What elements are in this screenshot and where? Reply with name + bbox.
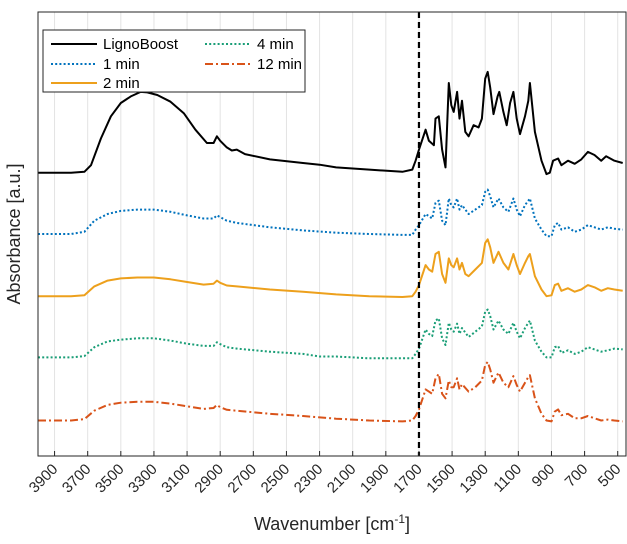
y-axis-label: Absorbance [a.u.] [4, 163, 24, 304]
x-tick-label-3700: 3700 [59, 461, 95, 497]
series-line-0 [38, 70, 623, 176]
series-line-2 [38, 238, 623, 298]
legend: LignoBoost 1 min 2 min 4 min 12 min [42, 29, 306, 93]
x-tick-label-900: 900 [529, 461, 559, 491]
x-tick-label-2300: 2300 [291, 461, 327, 497]
legend-label-2: 2 min [103, 75, 140, 92]
x-tick-label-700: 700 [562, 461, 592, 491]
legend-box [42, 29, 306, 93]
legend-label-4: 12 min [257, 56, 302, 73]
x-tick-label-2500: 2500 [258, 461, 294, 497]
x-axis-label-end: ] [405, 514, 410, 534]
x-tick-label-500: 500 [595, 461, 625, 491]
x-tick-label-3300: 3300 [125, 461, 161, 497]
x-tick-label-1700: 1700 [390, 461, 426, 497]
legend-label-3: 4 min [257, 36, 294, 53]
x-tick-label-1500: 1500 [423, 461, 459, 497]
series-line-4 [38, 360, 623, 423]
series-layer [38, 70, 623, 423]
x-tick-label-1900: 1900 [357, 461, 393, 497]
plot-frame [37, 11, 627, 457]
x-tick-label-3500: 3500 [92, 461, 128, 497]
x-axis-label: Wavenumber [cm-1] [254, 512, 410, 534]
x-tick-label-3100: 3100 [158, 461, 194, 497]
x-tick-layer: 3900370035003300310029002700250023002100… [26, 451, 625, 496]
x-tick-label-1100: 1100 [490, 461, 525, 496]
x-tick-label-2900: 2900 [191, 461, 227, 497]
x-axis-label-superscript: -1 [394, 512, 405, 526]
series-line-1 [38, 188, 623, 238]
legend-label-1: 1 min [103, 56, 140, 73]
x-tick-label-3900: 3900 [26, 461, 62, 497]
series-line-3 [38, 308, 623, 360]
x-tick-label-1300: 1300 [456, 461, 492, 497]
legend-label-0: LignoBoost [103, 36, 179, 53]
x-tick-label-2700: 2700 [225, 461, 261, 497]
x-tick-label-2100: 2100 [324, 461, 360, 497]
x-axis-label-main: Wavenumber [cm [254, 514, 394, 534]
